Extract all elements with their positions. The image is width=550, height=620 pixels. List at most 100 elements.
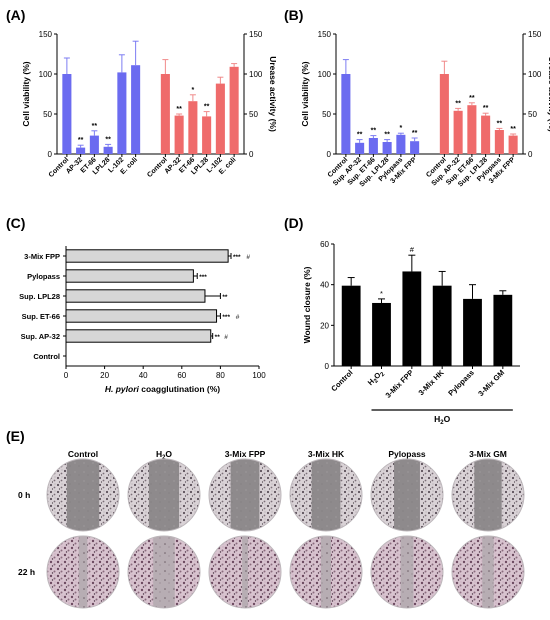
significance-mark: # [410,245,415,254]
bar [215,83,225,154]
scratch-gap [474,459,502,531]
y-tick-label: Sup. LPL28 [19,292,60,301]
y-tick-label-right: 100 [249,70,263,79]
bar [65,269,194,283]
bar [396,134,406,154]
x-axis-title: H. pylori coagglutination (%) [105,384,220,394]
significance-mark: ** [176,106,182,113]
bar [89,135,99,154]
significance-mark: *** [199,274,207,281]
bar [131,65,141,154]
column-header: Control [68,449,98,459]
significance-mark: *** [222,314,230,321]
y-axis-title: Wound closure (%) [302,266,312,343]
bar [368,138,378,154]
x-tick-label: 60 [177,371,186,380]
well-image [209,459,281,531]
well-border [370,458,444,532]
bar [439,74,449,154]
bar [453,110,463,154]
bar [103,146,113,154]
bar [188,101,198,154]
well-border [46,535,120,609]
y-tick-label: 3-Mix FPP [24,252,60,261]
y-axis-title-left: Cell viability (%) [300,61,310,126]
well-image [371,536,443,608]
significance-mark: ** [412,130,418,137]
y-tick-label-left: 150 [39,30,53,39]
x-tick-label: Pylopass [446,368,476,398]
bar [493,294,513,366]
y-tick-label-right: 150 [528,30,542,39]
chart-c: 0 20 40 60 80 100 H. pylori coagglutination (%… [19,246,266,394]
x-tick-label: 40 [139,371,148,380]
scratch-gap [242,536,248,608]
bar [410,141,420,154]
hash-mark: # [224,334,228,341]
scratch-gap [320,536,332,608]
y-tick-label-right: 150 [249,30,263,39]
well-image [209,536,281,608]
y-tick-label: Control [33,352,60,361]
significance-mark: ** [510,126,516,133]
y-tick-label-left: 50 [43,110,52,119]
bar [65,309,218,323]
chart-a: 0 0 50 50 100 100 150 150 Cell viability (%) Urea… [21,30,278,179]
significance-mark: * [380,289,383,298]
chart-b: 0 0 50 50 100 100 150 150 Cell viability (%) Urea… [300,30,550,188]
scratch-gap [394,459,420,531]
significance-mark: * [192,87,195,94]
bar [65,289,206,303]
bar [76,147,86,154]
significance-mark: ** [371,128,377,135]
scratch-gap [311,459,341,531]
y-tick-label-left: 0 [48,150,53,159]
bar [508,135,518,154]
y-tick-label: 40 [320,281,329,290]
y-tick-label-right: 50 [249,110,258,119]
well-image [452,536,524,608]
bar [355,142,365,154]
significance-mark: ** [469,95,475,102]
column-header: 3-Mix HK [308,449,345,459]
well-image [128,536,200,608]
well-border [289,458,363,532]
well-image [47,459,119,531]
bar [432,285,452,366]
treatment-bracket-label: H2O [434,414,450,426]
significance-mark: ** [92,123,98,130]
scratch-gap [400,536,414,608]
significance-mark: ** [78,137,84,144]
well-image [290,459,362,531]
bar [62,74,72,154]
scratch-gap [148,459,180,531]
row-label: 22 h [18,567,35,577]
panel-label-c: (C) [6,215,25,231]
bar [382,142,392,154]
hash-mark: # [246,254,250,261]
significance-mark: ** [455,100,461,107]
well-image [371,459,443,531]
y-tick-label: Pylopass [27,272,60,281]
significance-mark: * [400,125,403,132]
bar [463,298,482,366]
y-tick-label-right: 0 [528,150,533,159]
bar [160,74,170,154]
x-tick-label: 3-Mix GM [476,368,506,398]
well-border [46,458,120,532]
scratch-gap [482,536,494,608]
bar [481,115,491,154]
y-tick-label: 60 [320,240,329,249]
column-header: H2O [156,449,172,461]
y-tick-label-left: 0 [327,150,332,159]
bar [65,329,212,343]
x-tick-label: 3-Mix HK [417,368,446,397]
well-image [128,459,200,531]
y-tick-label: Sup. ET-66 [22,312,60,321]
bar [65,249,229,263]
y-axis-title-right: Urease activity (%) [547,56,550,132]
y-tick-label-right: 0 [249,150,254,159]
well-border [370,535,444,609]
scratch-gap [78,536,88,608]
x-tick-label: H2O2 [366,368,387,389]
